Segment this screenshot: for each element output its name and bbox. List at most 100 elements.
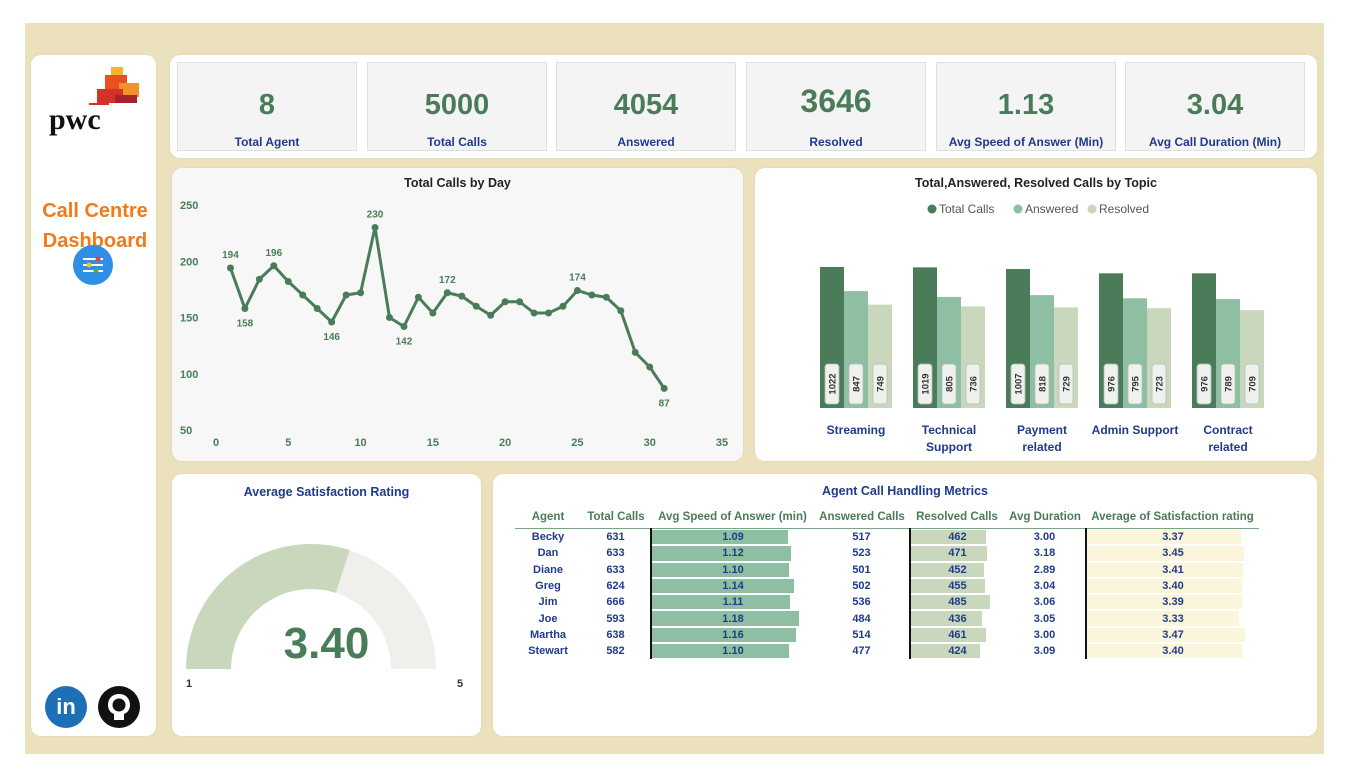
- cell-value: 1.16: [722, 628, 744, 641]
- table-cell: 3.09: [1033, 645, 1056, 658]
- kpi-resolved: 3646 Resolved: [746, 62, 926, 151]
- category-label: related: [1022, 440, 1061, 454]
- data-label: 230: [367, 210, 384, 221]
- data-bar: [1087, 578, 1243, 594]
- data-point: [631, 348, 639, 356]
- cell-value: 455: [948, 580, 967, 593]
- data-bar: [911, 562, 985, 577]
- kpi-avg-speed: 1.13 Avg Speed of Answer (Min): [936, 62, 1116, 151]
- data-label: 729: [1062, 376, 1073, 392]
- data-label-box: [1010, 363, 1026, 405]
- data-bar: [652, 562, 789, 577]
- table-cell: 477: [852, 645, 871, 658]
- column-header: Avg Speed of Answer (min): [658, 511, 807, 523]
- y-tick-label: 250: [180, 200, 198, 212]
- cell-value: 485: [948, 596, 967, 609]
- data-label-box: [941, 363, 957, 405]
- data-point: [559, 302, 567, 310]
- table-cell: 3.00: [1033, 628, 1056, 641]
- cell-value: 1.10: [722, 645, 744, 658]
- data-point: [646, 363, 654, 371]
- cell-value: 1.11: [722, 596, 744, 609]
- data-point: [429, 309, 437, 317]
- data-label-box: [1196, 363, 1212, 405]
- x-tick-label: 30: [644, 437, 656, 449]
- table-cell: Diane: [533, 563, 563, 576]
- data-bar: [652, 578, 794, 594]
- cell-value: 1.09: [722, 531, 744, 544]
- table-cell: 3.41: [1085, 561, 1259, 578]
- cell-value: 3.47: [1162, 628, 1184, 641]
- data-point: [487, 311, 495, 319]
- linkedin-icon[interactable]: in: [45, 686, 87, 728]
- gauge-fill: [186, 544, 350, 669]
- y-tick-label: 50: [180, 425, 192, 437]
- satisfaction-gauge: [186, 544, 436, 669]
- data-bar: [911, 644, 980, 659]
- table-cell: 633: [606, 563, 625, 576]
- table-cell: 455: [909, 577, 1004, 595]
- data-bar: [911, 578, 985, 594]
- data-bar: [1087, 530, 1241, 545]
- data-point: [255, 275, 263, 283]
- table-cell: 484: [852, 612, 871, 625]
- table-cell: Joe: [538, 612, 558, 625]
- table-cell: Dan: [537, 547, 559, 560]
- data-bar: [652, 546, 792, 561]
- table-row: Martha 638 1.16 514 461 3.00 3.47: [515, 626, 1259, 644]
- calls-by-day-card: Total Calls by Day 50 100 150 200 250 0 5 10 15 2…: [172, 168, 743, 461]
- chart-title: Total,Answered, Resolved Calls by Topic: [915, 176, 1157, 190]
- chart-title: Agent Call Handling Metrics: [822, 484, 988, 498]
- table-cell: 1.11: [650, 594, 814, 611]
- data-point: [617, 307, 625, 315]
- data-bar: [911, 611, 982, 626]
- data-point: [400, 323, 408, 330]
- linkedin-label: in: [56, 694, 76, 719]
- table-cell: 633: [606, 547, 625, 560]
- table-cell: 624: [606, 580, 625, 593]
- column-header: Answered Calls: [819, 511, 905, 523]
- table-row: Becky 631 1.09 517 462 3.00 3.37: [515, 528, 1259, 546]
- table-cell: 452: [909, 561, 1004, 578]
- data-label: 174: [569, 273, 586, 284]
- gauge-max-label: 5: [457, 678, 464, 690]
- data-bar: [1087, 595, 1242, 610]
- data-label: 142: [396, 337, 413, 348]
- github-icon[interactable]: [98, 686, 140, 728]
- table-cell: 3.39: [1085, 594, 1259, 611]
- data-label: 847: [852, 376, 863, 392]
- kpi-label: Avg Call Duration (Min): [1148, 135, 1282, 149]
- x-tick-label: 20: [499, 437, 511, 449]
- data-point: [458, 292, 466, 300]
- data-label: 976: [1107, 376, 1118, 392]
- sliders-icon[interactable]: [73, 245, 113, 285]
- table-cell: 424: [909, 643, 1004, 660]
- table-row: Dan 633 1.12 523 471 3.18 3.45: [515, 545, 1259, 562]
- x-tick-label: 35: [716, 437, 728, 449]
- table-cell: 3.33: [1085, 610, 1259, 627]
- calls-by-topic-chart: Total Calls Answered Resolved 1022 847 749 Str…: [820, 202, 1264, 454]
- data-point: [516, 298, 524, 306]
- data-label-box: [965, 363, 981, 405]
- x-tick-label: 15: [427, 437, 439, 449]
- data-label: 976: [1200, 376, 1211, 392]
- category-label: Technical: [922, 423, 976, 437]
- data-label: 1022: [828, 373, 839, 394]
- table-cell: 1.12: [650, 545, 814, 562]
- table-cell: 1.09: [650, 528, 814, 546]
- data-label: 196: [265, 248, 282, 259]
- data-bar: [652, 595, 791, 610]
- dashboard-frame: pwc Call Centre Dashboard in: [25, 23, 1324, 754]
- data-point: [241, 305, 249, 312]
- table-row: Diane 633 1.10 501 452 2.89 3.41: [515, 561, 1259, 578]
- column-header: Agent: [531, 511, 565, 523]
- legend-label: Total Calls: [939, 202, 994, 216]
- y-tick-label: 100: [180, 369, 198, 381]
- table-cell: 3.40: [1085, 577, 1259, 595]
- table-header-row: Agent Total Calls Avg Speed of Answer (m…: [515, 506, 1259, 529]
- data-label-box: [1058, 363, 1074, 405]
- kpi-answered: 4054 Answered: [556, 62, 736, 151]
- data-bar: [1087, 546, 1245, 561]
- table-row: Stewart 582 1.10 477 424 3.09 3.40: [515, 643, 1259, 660]
- cell-value: 3.40: [1162, 580, 1184, 593]
